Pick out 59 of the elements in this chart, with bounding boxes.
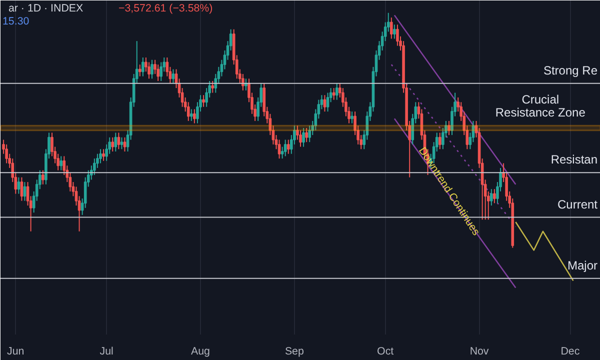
- x-tick-label: Aug: [191, 346, 210, 358]
- candlestick: [111, 136, 114, 152]
- candlestick: [393, 24, 396, 40]
- candlestick: [150, 59, 154, 80]
- band-label: Crucial Resistance Zone: [495, 92, 586, 120]
- x-tick-label: Sep: [284, 346, 304, 358]
- candlestick: [138, 64, 142, 77]
- candlestick: [323, 94, 326, 112]
- candlestick: [278, 139, 281, 160]
- x-tick-label: Dec: [560, 346, 580, 358]
- candlestick: [172, 68, 175, 84]
- annotation: ar · 1D · INDEX: [8, 2, 84, 14]
- candlestick: [93, 158, 96, 176]
- candlestick: [20, 176, 24, 202]
- candlestick: [117, 132, 120, 150]
- candlestick: [396, 24, 399, 46]
- candlestick: [242, 73, 244, 91]
- candlestick: [17, 176, 20, 194]
- ref-line-label: Current: [557, 197, 598, 212]
- candlestick: [299, 130, 302, 148]
- candlestick: [286, 139, 290, 154]
- candlestick: [160, 62, 163, 82]
- candlestick: [308, 125, 311, 143]
- candlestick: [99, 148, 102, 164]
- candlestick: [156, 64, 160, 82]
- candlestick: [448, 120, 450, 136]
- candlestick: [123, 136, 126, 152]
- annotation: 15.30: [2, 16, 30, 28]
- candlestick: [284, 139, 287, 157]
- candlestick: [302, 128, 305, 148]
- candlestick: [190, 108, 193, 122]
- candlestick: [335, 82, 338, 100]
- candlestick: [102, 148, 105, 162]
- candlestick: [114, 132, 118, 152]
- x-tick-label: Jul: [100, 346, 114, 358]
- annotation: −3,572.61 (−3.58%): [118, 2, 213, 14]
- candlestick: [23, 182, 26, 202]
- candlestick: [305, 128, 308, 143]
- candlestick: [202, 94, 205, 108]
- candlestick: [490, 188, 493, 206]
- x-tick-label: Jun: [7, 346, 24, 358]
- candlestick: [60, 156, 63, 171]
- x-tick-label: Nov: [470, 346, 490, 358]
- candlestick: [390, 17, 393, 40]
- ref-line-label: Strong Re: [543, 63, 598, 78]
- candlestick: [5, 144, 8, 164]
- ref-line-label: Major: [567, 258, 598, 272]
- candlestick: [211, 80, 214, 94]
- candlestick: [148, 62, 150, 80]
- candlestick: [326, 92, 330, 112]
- candlestick: [120, 136, 124, 150]
- ref-line-label: Resistan: [550, 152, 598, 167]
- candlestick: [142, 57, 144, 77]
- candlestick: [186, 102, 190, 122]
- candlestick: [42, 170, 44, 185]
- candlestick: [493, 188, 496, 204]
- x-tick-label: Oct: [377, 346, 394, 358]
- candlestick: [350, 111, 354, 124]
- candlestick: [193, 108, 196, 124]
